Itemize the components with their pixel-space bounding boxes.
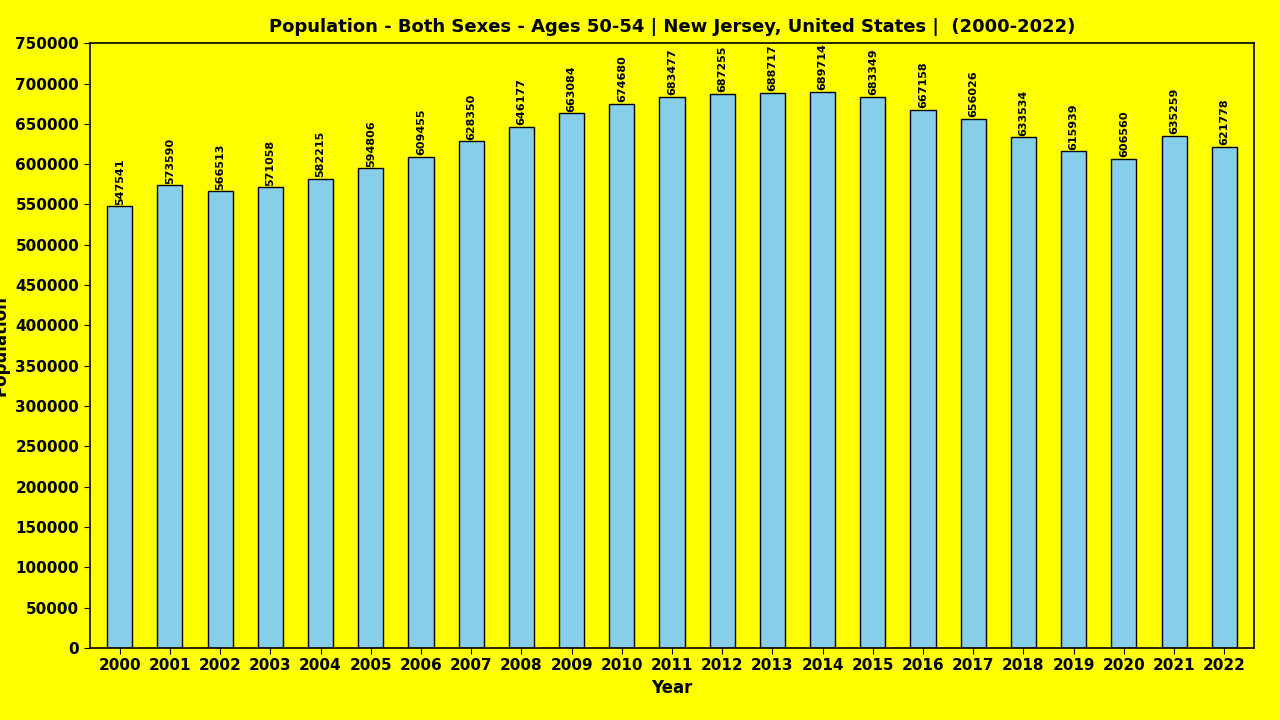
Bar (509, 127, 534, 648)
Text: 615939: 615939 (1069, 103, 1079, 150)
Text: 687255: 687255 (717, 46, 727, 92)
Bar (458, 141, 484, 648)
Y-axis label: Population: Population (0, 295, 10, 396)
Bar (1011, 137, 1036, 648)
Text: 646177: 646177 (516, 78, 526, 125)
Bar (609, 104, 635, 648)
Text: 594806: 594806 (366, 120, 376, 167)
Bar (1161, 136, 1187, 648)
Text: 656026: 656026 (968, 71, 978, 117)
Text: 633534: 633534 (1019, 89, 1028, 135)
Text: 582215: 582215 (316, 130, 325, 177)
Text: 628350: 628350 (466, 94, 476, 140)
Text: 683477: 683477 (667, 49, 677, 95)
Bar (961, 119, 986, 648)
Bar (157, 186, 183, 648)
Bar (760, 93, 785, 648)
Bar (207, 192, 233, 648)
X-axis label: Year: Year (652, 679, 692, 697)
Bar (1061, 151, 1087, 648)
Bar (709, 94, 735, 648)
Bar (1212, 147, 1236, 648)
Bar (108, 207, 132, 648)
Text: 663084: 663084 (567, 65, 576, 112)
Text: 683349: 683349 (868, 49, 878, 95)
Text: 688717: 688717 (768, 45, 777, 91)
Text: 674680: 674680 (617, 55, 627, 102)
Text: 621778: 621778 (1220, 99, 1229, 145)
Text: 667158: 667158 (918, 62, 928, 109)
Bar (408, 156, 434, 648)
Text: 606560: 606560 (1119, 111, 1129, 157)
Bar (308, 179, 333, 648)
Title: Population - Both Sexes - Ages 50-54 | New Jersey, United States |  (2000-2022): Population - Both Sexes - Ages 50-54 | N… (269, 18, 1075, 36)
Text: 689714: 689714 (818, 43, 828, 90)
Bar (257, 187, 283, 648)
Text: 547541: 547541 (115, 158, 124, 205)
Text: 571058: 571058 (265, 140, 275, 186)
Bar (860, 97, 886, 648)
Bar (810, 92, 835, 648)
Bar (910, 110, 936, 648)
Bar (1111, 159, 1137, 648)
Bar (358, 168, 383, 648)
Bar (659, 97, 685, 648)
Bar (559, 113, 584, 648)
Text: 573590: 573590 (165, 138, 175, 184)
Text: 635259: 635259 (1169, 88, 1179, 134)
Text: 566513: 566513 (215, 143, 225, 189)
Text: 609455: 609455 (416, 109, 426, 155)
